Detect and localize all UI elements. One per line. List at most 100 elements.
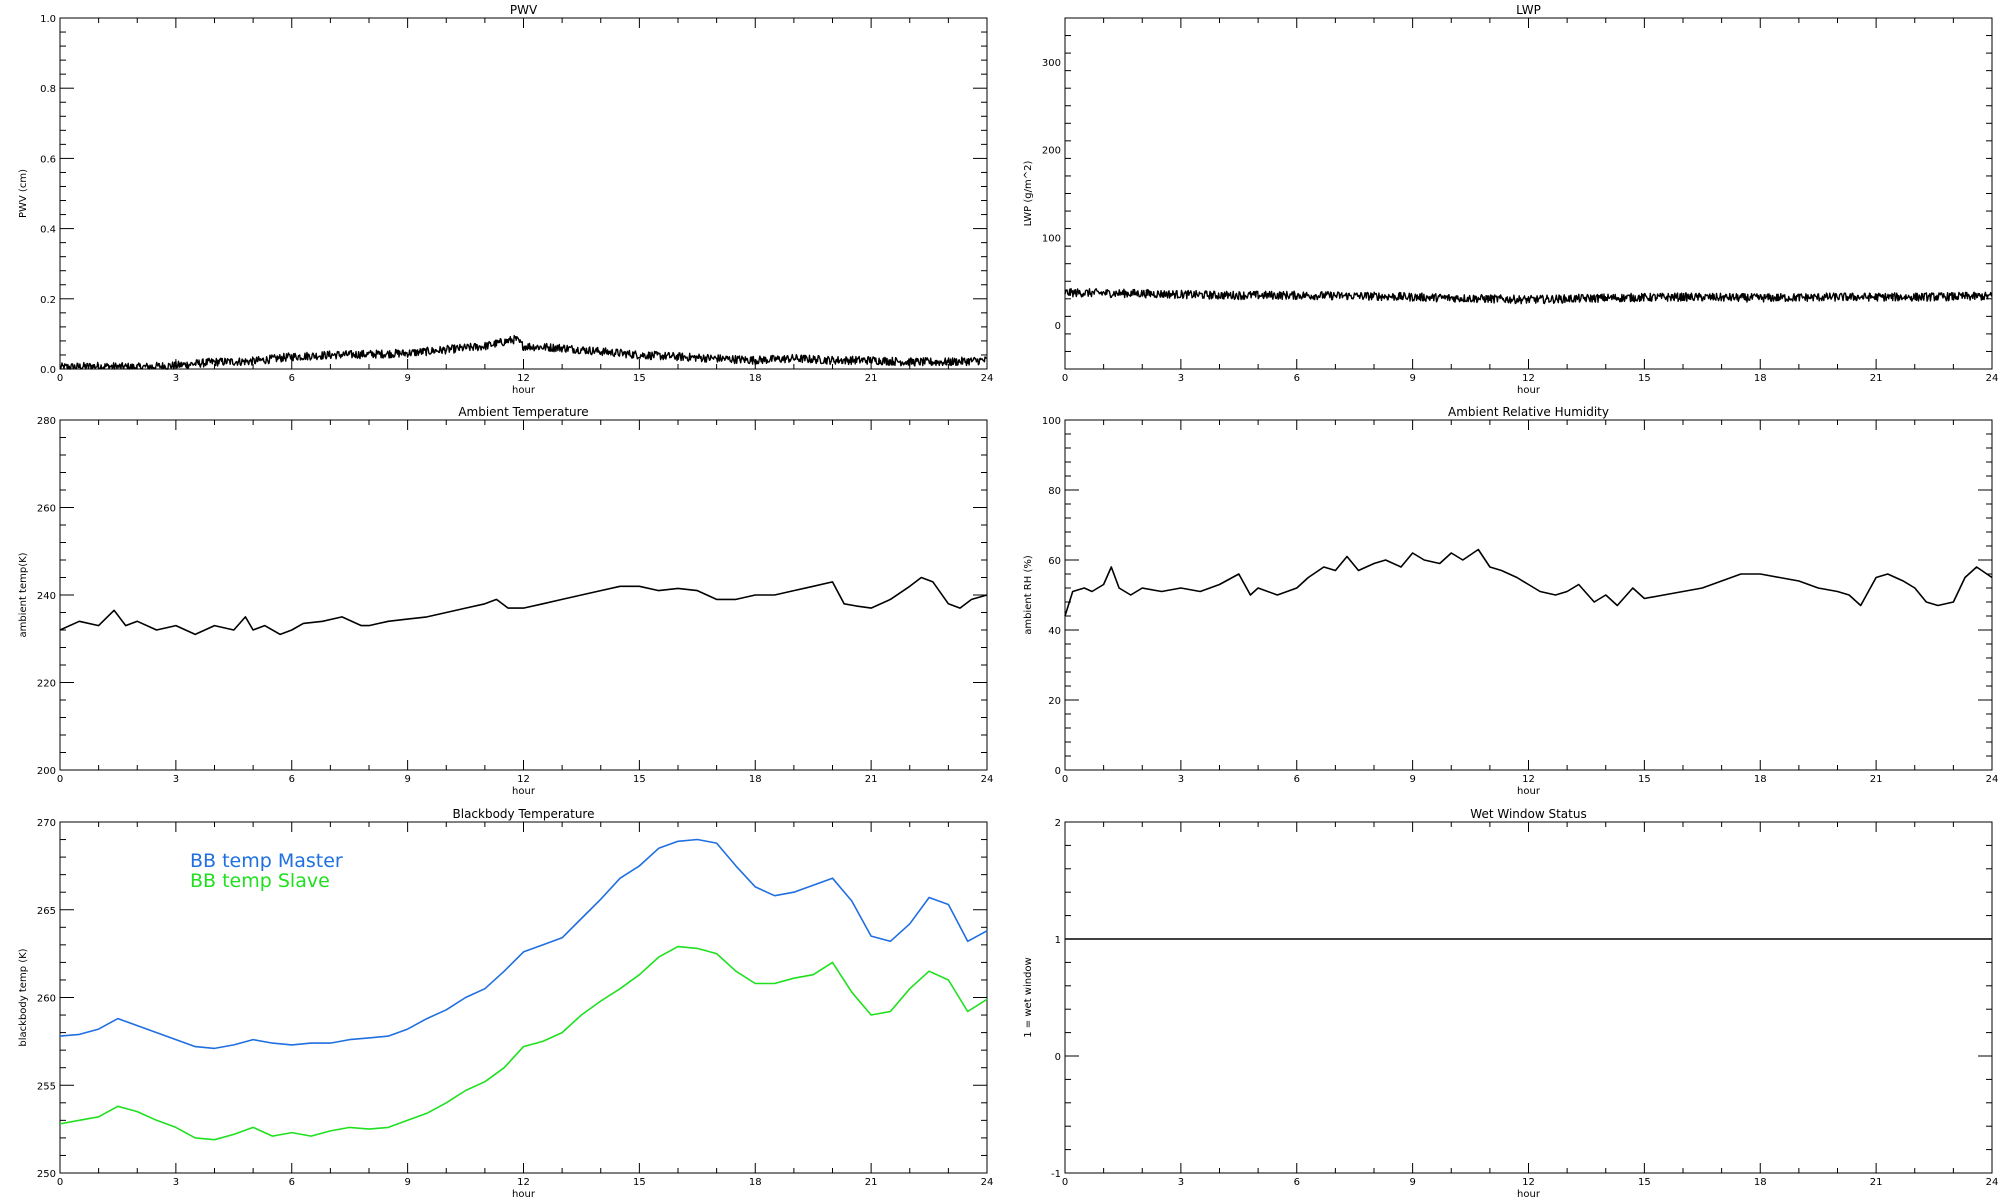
x-tick-label: 12	[517, 1177, 530, 1188]
x-tick-label: 12	[1522, 1177, 1535, 1188]
x-tick-label: 24	[981, 1177, 994, 1188]
x-tick-label: 3	[173, 1177, 179, 1188]
x-tick-label: 0	[1062, 1177, 1068, 1188]
y-tick-label: 240	[37, 591, 56, 602]
y-tick-label: 0.4	[40, 225, 56, 236]
y-tick-label: 20	[1048, 696, 1061, 707]
chart-panel: Ambient Relative Humidity hour ambient RH …	[1023, 405, 1998, 797]
x-axis-label: hour	[512, 786, 536, 797]
y-tick-label: 0.8	[40, 84, 56, 95]
y-tick-label: 0	[1055, 1052, 1061, 1063]
y-tick-label: 280	[37, 416, 56, 427]
x-tick-label: 21	[1870, 1177, 1883, 1188]
x-tick-label: 3	[1178, 373, 1184, 384]
y-tick-label: 40	[1048, 626, 1061, 637]
y-tick-label: 260	[37, 994, 56, 1005]
y-tick-label: -1	[1051, 1169, 1061, 1180]
x-tick-label: 6	[1294, 774, 1300, 785]
x-axis-label: hour	[1517, 1189, 1541, 1200]
x-tick-label: 15	[1638, 373, 1651, 384]
chart-panel: Blackbody Temperature hour blackbody temp …	[18, 807, 993, 1200]
plot-frame	[59, 17, 988, 370]
chart-panel: Ambient Temperature hour ambient temp(K) 0 3…	[18, 405, 993, 797]
x-tick-label: 9	[404, 1177, 410, 1188]
y-axis-label: ambient RH (%)	[1023, 555, 1034, 635]
plot-frame	[1064, 17, 1993, 370]
x-tick-label: 24	[981, 373, 994, 384]
y-axis-label: LWP (g/m^2)	[1023, 161, 1034, 227]
y-axis-label: ambient temp(K)	[18, 552, 29, 637]
x-tick-label: 24	[1986, 373, 1999, 384]
y-tick-label: 0	[1055, 766, 1061, 777]
y-tick-label: 0	[1055, 321, 1061, 332]
x-tick-label: 0	[57, 373, 63, 384]
series-line	[59, 945, 988, 1141]
x-tick-label: 0	[1062, 373, 1068, 384]
x-tick-label: 21	[1870, 373, 1883, 384]
y-tick-label: 0.6	[40, 154, 56, 165]
y-tick-label: 255	[37, 1081, 56, 1092]
x-tick-label: 15	[633, 373, 646, 384]
legend-entry: BB temp Master	[190, 850, 343, 872]
series-line	[59, 334, 988, 370]
y-tick-label: 260	[37, 504, 56, 515]
x-axis-label: hour	[1517, 786, 1541, 797]
series-line	[1064, 548, 1993, 617]
chart-panel: LWP hour LWP (g/m^2) 0 3 6 9 12 15 18 21 24 0 100 200 3…	[1023, 3, 1998, 396]
x-tick-label: 3	[1178, 774, 1184, 785]
y-tick-label: 80	[1048, 486, 1061, 497]
y-tick-label: 0.2	[40, 295, 56, 306]
x-tick-label: 18	[1754, 373, 1767, 384]
x-tick-label: 0	[57, 774, 63, 785]
y-axis-label: PWV (cm)	[18, 169, 29, 218]
y-tick-label: 60	[1048, 556, 1061, 567]
x-tick-label: 21	[865, 774, 878, 785]
y-axis-label: blackbody temp (K)	[18, 948, 29, 1046]
y-tick-label: 2	[1055, 818, 1061, 829]
y-tick-label: 0.0	[40, 365, 56, 376]
y-tick-label: 300	[1042, 58, 1061, 69]
x-tick-label: 21	[865, 1177, 878, 1188]
x-tick-label: 12	[1522, 774, 1535, 785]
x-tick-label: 6	[289, 373, 295, 384]
x-tick-label: 24	[981, 774, 994, 785]
x-tick-label: 3	[173, 774, 179, 785]
x-tick-label: 9	[404, 373, 410, 384]
x-tick-label: 6	[1294, 373, 1300, 384]
legend-entry: BB temp Slave	[190, 870, 330, 892]
x-tick-label: 12	[517, 373, 530, 384]
x-tick-label: 15	[1638, 1177, 1651, 1188]
x-tick-label: 15	[1638, 774, 1651, 785]
x-axis-label: hour	[512, 385, 536, 396]
chart-title: Blackbody Temperature	[453, 807, 595, 821]
x-tick-label: 18	[749, 373, 762, 384]
y-tick-label: 1	[1055, 935, 1061, 946]
x-tick-label: 3	[173, 373, 179, 384]
x-tick-label: 9	[1409, 1177, 1415, 1188]
x-tick-label: 24	[1986, 774, 1999, 785]
x-tick-label: 21	[1870, 774, 1883, 785]
y-tick-label: 200	[37, 766, 56, 777]
x-tick-label: 15	[633, 774, 646, 785]
chart-panel: PWV hour PWV (cm) 0 3 6 9 12 15 18 21 24 0.0 0.2 0.4 0.…	[18, 3, 993, 396]
chart-title: PWV	[510, 3, 538, 17]
x-tick-label: 6	[289, 1177, 295, 1188]
x-tick-label: 6	[289, 774, 295, 785]
series-line	[59, 576, 988, 636]
x-tick-label: 15	[633, 1177, 646, 1188]
x-tick-label: 12	[517, 774, 530, 785]
series-line	[59, 838, 988, 1050]
x-tick-label: 9	[1409, 373, 1415, 384]
x-tick-label: 6	[1294, 1177, 1300, 1188]
chart-title: LWP	[1516, 3, 1541, 17]
x-tick-label: 18	[1754, 774, 1767, 785]
x-tick-label: 12	[1522, 373, 1535, 384]
x-tick-label: 18	[749, 774, 762, 785]
x-tick-label: 9	[1409, 774, 1415, 785]
y-tick-label: 265	[37, 906, 56, 917]
plot-frame	[1064, 419, 1993, 771]
plot-frame	[1064, 821, 1993, 1174]
x-tick-label: 21	[865, 373, 878, 384]
y-tick-label: 100	[1042, 416, 1061, 427]
